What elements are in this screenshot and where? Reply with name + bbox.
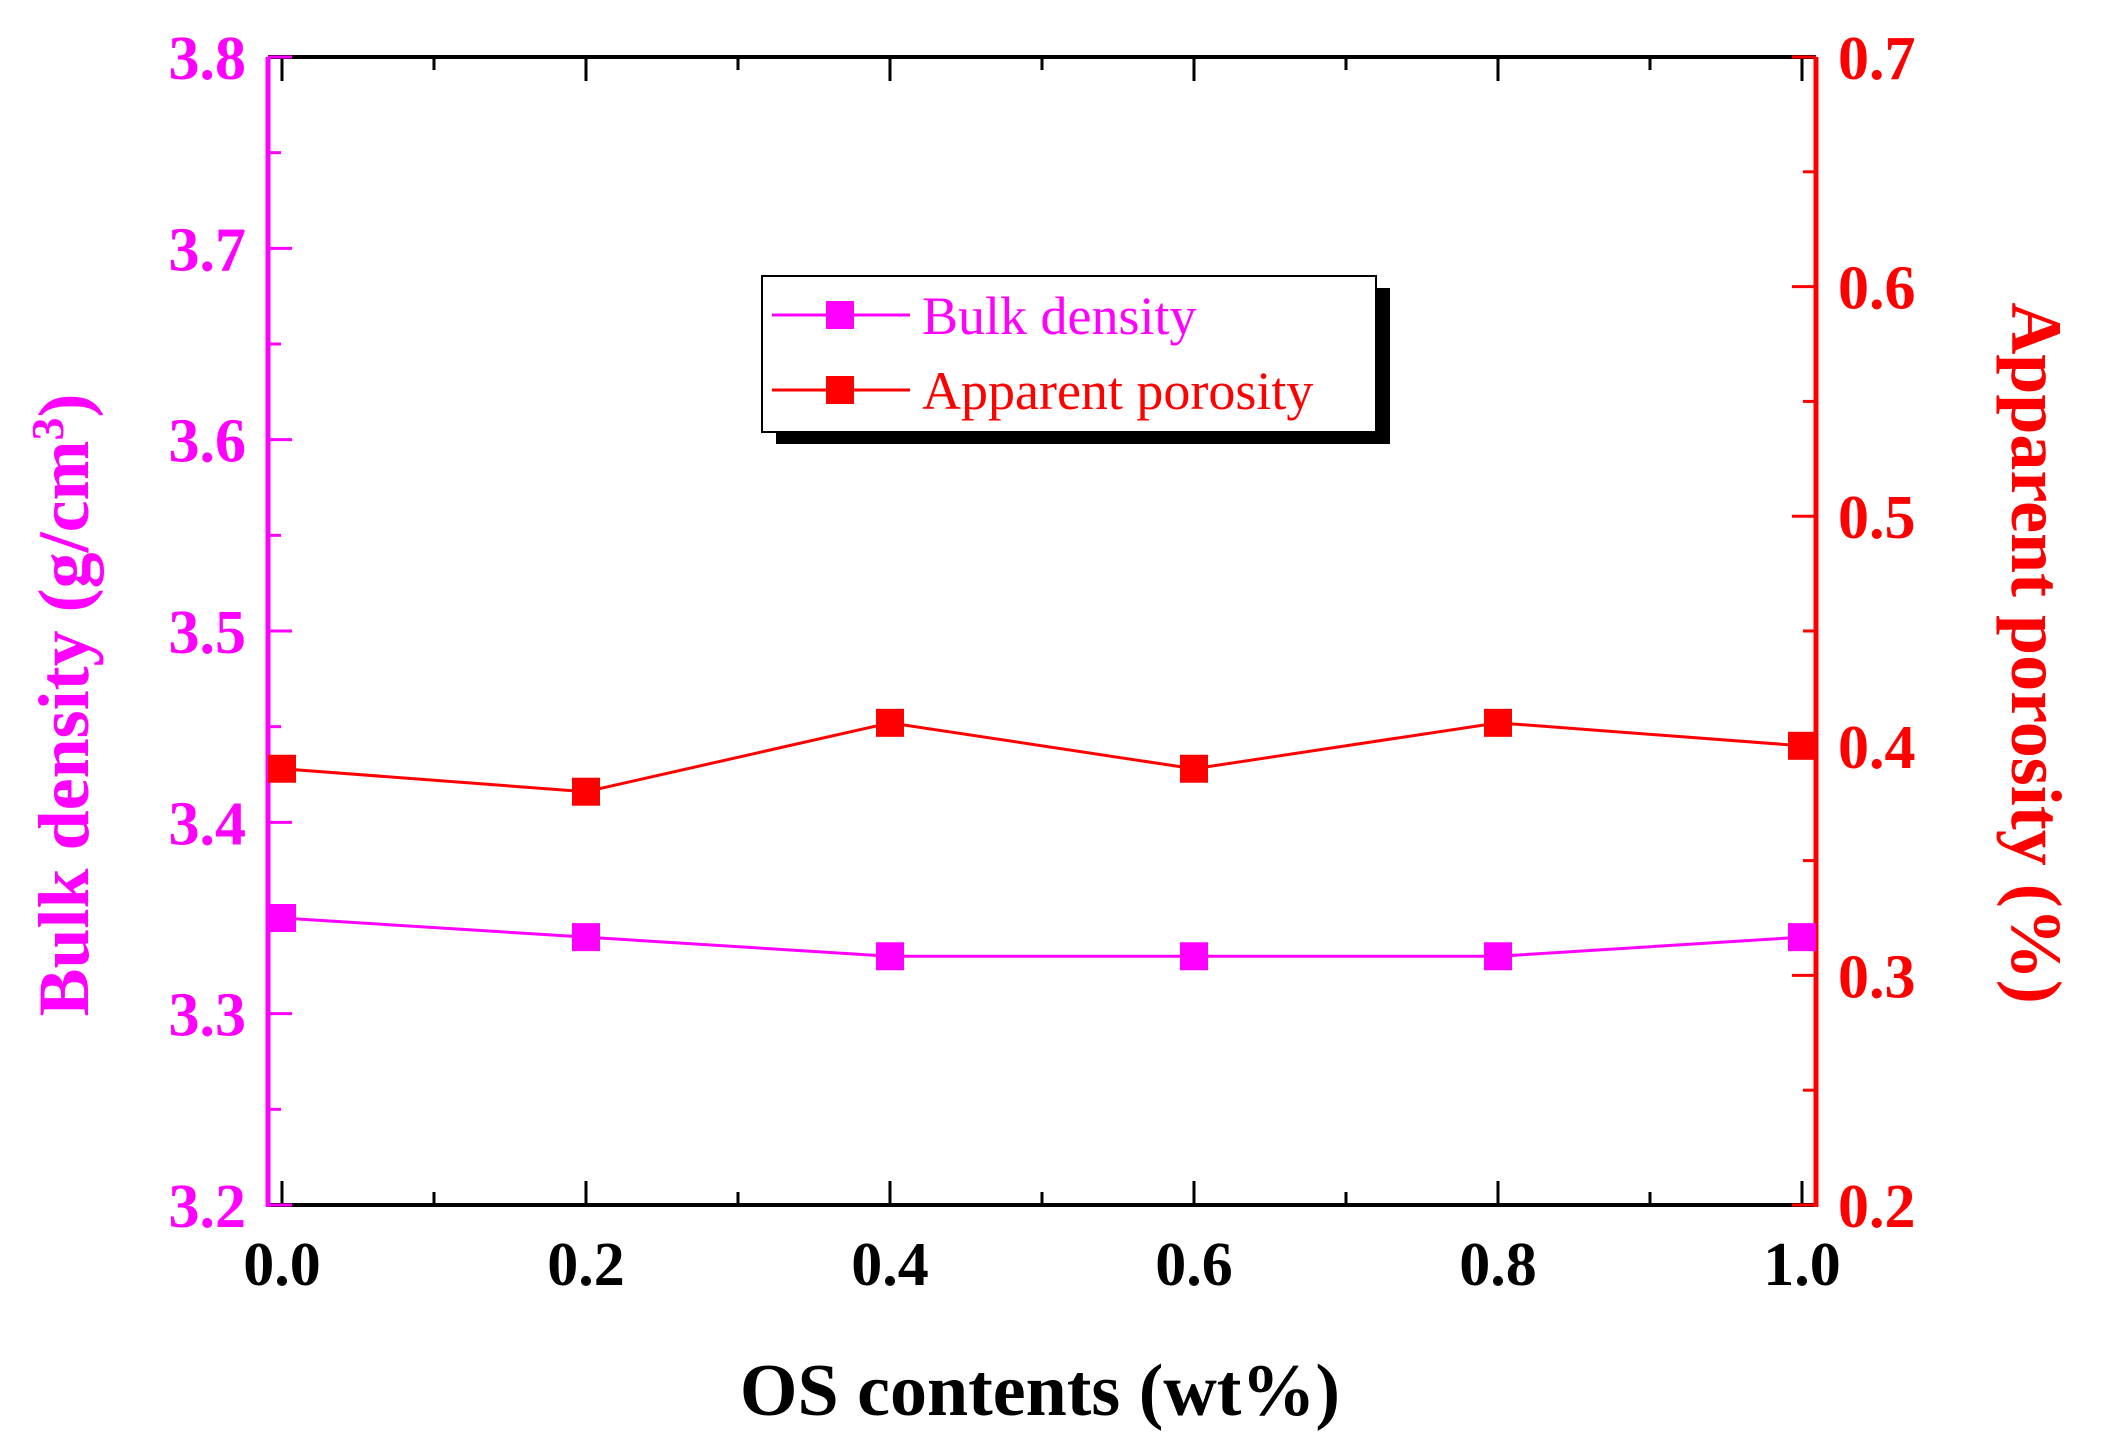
legend-entry-apparent-porosity: Apparent porosity <box>772 361 1313 421</box>
right-y-tick-label: 0.6 <box>1838 255 1916 323</box>
data-point-bulk-density <box>1788 923 1816 952</box>
x-axis-title: OS contents (wt%) <box>740 1350 1340 1432</box>
x-tick-label: 0.4 <box>851 1231 929 1299</box>
legend-label-apparent-porosity: Apparent porosity <box>922 361 1313 421</box>
series-line-apparent-porosity <box>281 721 1803 794</box>
data-point-apparent-porosity <box>268 754 296 783</box>
legend-label-bulk-density: Bulk density <box>922 286 1197 346</box>
left-y-tick-label: 3.2 <box>169 1173 247 1241</box>
data-point-bulk-density <box>1484 942 1512 971</box>
legend-marker-apparent-porosity <box>826 376 854 404</box>
data-point-bulk-density <box>1180 942 1208 971</box>
series-line-bulk-density <box>281 916 1803 958</box>
left-y-tick-label: 3.5 <box>169 599 247 667</box>
left-y-tick-label: 3.6 <box>169 408 247 476</box>
data-point-apparent-porosity <box>1788 731 1816 760</box>
right-y-tick-label: 0.4 <box>1838 714 1916 782</box>
x-tick-label: 0.2 <box>547 1231 625 1299</box>
series-layer <box>268 708 1816 971</box>
left-y-tick-label: 3.4 <box>169 790 247 858</box>
data-point-apparent-porosity <box>1484 708 1512 737</box>
left-y-axis-title-close: ) <box>24 393 104 417</box>
legend: Bulk density Apparent porosity <box>761 275 1390 444</box>
left-y-tick-label: 3.7 <box>169 216 247 284</box>
x-tick-label: 0.8 <box>1459 1231 1537 1299</box>
legend-box <box>761 275 1377 433</box>
left-y-axis-title: Bulk density (g/cm3) <box>22 393 105 1016</box>
right-y-tick-label: 0.5 <box>1838 484 1916 552</box>
left-y-tick-label: 3.3 <box>169 982 247 1050</box>
left-y-axis-ticks: 3.2 3.3 3.4 3.5 3.6 3.7 3.8 <box>169 25 292 1241</box>
x-tick-label: 0.0 <box>243 1231 321 1299</box>
plot-frame <box>265 55 1819 1207</box>
right-y-axis-ticks: 0.2 0.3 0.4 0.5 0.6 0.7 <box>1792 25 1916 1241</box>
data-point-apparent-porosity <box>876 708 904 737</box>
left-y-axis-title-text: Bulk density (g/cm <box>24 440 104 1016</box>
left-y-axis-title-superscript: 3 <box>22 417 73 440</box>
data-point-bulk-density <box>876 942 904 971</box>
data-point-bulk-density <box>268 904 296 932</box>
x-tick-label: 1.0 <box>1763 1231 1841 1299</box>
x-axis-ticks: 0.0 0.2 0.4 0.6 0.8 1.0 <box>243 57 1841 1299</box>
data-point-apparent-porosity <box>572 777 600 806</box>
right-y-tick-label: 0.3 <box>1838 943 1916 1011</box>
data-point-bulk-density <box>572 923 600 952</box>
left-y-tick-label: 3.8 <box>169 25 247 93</box>
data-point-apparent-porosity <box>1180 754 1208 783</box>
right-y-tick-label: 0.7 <box>1838 25 1916 93</box>
right-y-tick-label: 0.2 <box>1838 1173 1916 1241</box>
right-y-axis-title: Apparent porosity (%) <box>1996 302 2076 1003</box>
legend-marker-bulk-density <box>826 301 854 329</box>
x-tick-label: 0.6 <box>1155 1231 1233 1299</box>
legend-entry-bulk-density: Bulk density <box>772 286 1197 346</box>
